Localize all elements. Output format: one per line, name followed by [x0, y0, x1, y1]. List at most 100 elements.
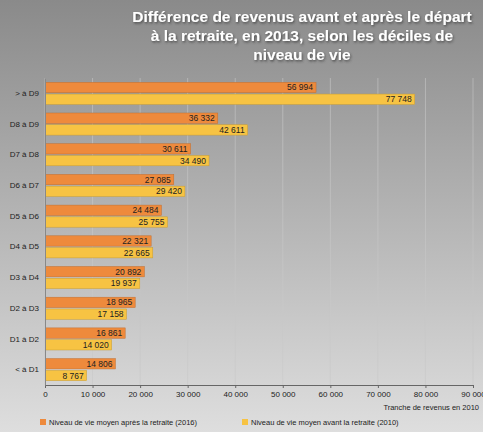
bar: [45, 174, 174, 184]
y-tick: < à D1: [15, 365, 45, 374]
data-label: 20 892: [115, 267, 141, 277]
legend-swatch: [40, 419, 46, 425]
x-tick: 90 000: [461, 385, 483, 399]
bar: [45, 205, 161, 215]
data-label: 30 611: [162, 144, 188, 154]
legend-item: Niveau de vie moyen avant la retraite (2…: [242, 418, 399, 427]
grid-line: [45, 78, 46, 385]
bar: [45, 340, 112, 350]
bar: [45, 370, 87, 380]
title-line: Différence de revenus avant et après le …: [132, 8, 471, 25]
x-tick-mark: [330, 385, 331, 388]
bar: [45, 278, 140, 288]
x-tick: 40 000: [223, 385, 248, 399]
y-tick: > à D9: [15, 89, 45, 98]
x-tick-label: 90 000: [461, 390, 483, 399]
grid-line: [282, 78, 283, 385]
title-line: à la retraite, en 2013, selon les décile…: [151, 27, 454, 44]
y-tick: D6 à D7: [10, 181, 45, 190]
bar: [45, 248, 153, 258]
legend-label: Niveau de vie moyen après la retraite (2…: [49, 418, 197, 427]
grid-line: [473, 78, 474, 385]
x-tick-mark: [140, 385, 141, 388]
y-tick-label: D4 à D5: [10, 242, 40, 251]
y-axis-line: [45, 79, 46, 386]
data-label: 14 020: [83, 340, 109, 350]
data-label: 14 806: [86, 359, 112, 369]
y-tick: D3 à D4: [10, 273, 45, 282]
title: Différence de revenus avant et après le …: [132, 8, 471, 63]
x-tick-label: 60 000: [319, 390, 344, 399]
legend-label: Niveau de vie moyen avant la retraite (2…: [251, 418, 399, 427]
y-tick-label: D7 à D8: [10, 150, 40, 159]
grid-line: [330, 78, 331, 385]
grid-line: [140, 78, 141, 385]
data-label: 19 937: [111, 278, 137, 288]
grid-line: [187, 78, 188, 385]
data-label: 18 965: [106, 297, 132, 307]
bar: [45, 309, 127, 319]
title-line: niveau de vie: [253, 46, 351, 63]
bar: [45, 125, 248, 135]
x-tick-mark: [188, 385, 189, 388]
legend: Niveau de vie moyen après la retraite (2…: [40, 418, 399, 427]
x-tick-mark: [473, 385, 474, 388]
background: [0, 0, 483, 432]
data-label: 24 484: [132, 205, 158, 215]
y-tick: D2 à D3: [10, 304, 45, 313]
x-axis: 0 10 000 20 000 30 000 40 000 50 000 60 000 70 …: [43, 385, 483, 399]
x-tick-mark: [425, 385, 426, 388]
y-tick: D7 à D8: [10, 150, 45, 159]
x-tick-mark: [93, 385, 94, 388]
bar: [45, 328, 125, 338]
x-axis-line: [46, 386, 474, 389]
x-tick: 70 000: [366, 385, 391, 399]
bar: [45, 186, 185, 196]
grid-line: [425, 78, 426, 385]
bar: [45, 144, 191, 154]
y-axis: > à D9 D8 à D9 D7 à D8 D6 à D7 D5 à D6 D4 à D…: [10, 79, 46, 386]
y-tick-label: < à D1: [15, 365, 39, 374]
x-tick-mark: [378, 385, 379, 388]
y-tick-label: D2 à D3: [10, 304, 40, 313]
x-tick-mark: [235, 385, 236, 388]
x-tick-label: 50 000: [271, 390, 296, 399]
x-tick: 50 000: [271, 385, 296, 399]
data-label: 8 767: [62, 371, 84, 381]
x-tick: 20 000: [128, 385, 153, 399]
legend-item: Niveau de vie moyen après la retraite (2…: [40, 418, 197, 427]
data-label: 36 332: [189, 113, 215, 123]
bar: [45, 82, 316, 92]
x-tick-label: 30 000: [176, 390, 201, 399]
y-tick: D4 à D5: [10, 242, 45, 251]
data-label: 77 748: [386, 94, 412, 104]
data-label: 22 321: [122, 236, 148, 246]
y-tick: D8 à D9: [10, 120, 45, 129]
data-label: 56 994: [287, 82, 313, 92]
x-tick-label: 20 000: [128, 390, 153, 399]
bar: [45, 359, 115, 369]
data-label: 27 085: [145, 175, 171, 185]
x-tick: 10 000: [81, 385, 106, 399]
x-tick: 30 000: [176, 385, 201, 399]
x-tick-label: 70 000: [366, 390, 391, 399]
x-tick: 0: [43, 385, 48, 399]
bar: [45, 155, 209, 165]
x-tick-label: 0: [43, 390, 48, 399]
data-label: 25 755: [138, 217, 164, 227]
x-tick-mark: [283, 385, 284, 388]
y-tick-label: D6 à D7: [10, 181, 40, 190]
y-tick: D5 à D6: [10, 212, 45, 221]
bar: [45, 94, 415, 104]
data-label: 17 158: [98, 309, 124, 319]
grid: [45, 78, 473, 385]
legend-swatch: [242, 419, 248, 425]
data-label: 34 490: [180, 156, 206, 166]
chart: Différence de revenus avant et après le …: [0, 0, 483, 432]
y-tick-label: D5 à D6: [10, 212, 40, 221]
y-tick-label: > à D9: [15, 89, 39, 98]
data-label: 22 665: [124, 248, 150, 258]
y-tick-label: D3 à D4: [10, 273, 40, 282]
y-tick: D1 à D2: [10, 335, 45, 344]
x-tick: 60 000: [319, 385, 344, 399]
